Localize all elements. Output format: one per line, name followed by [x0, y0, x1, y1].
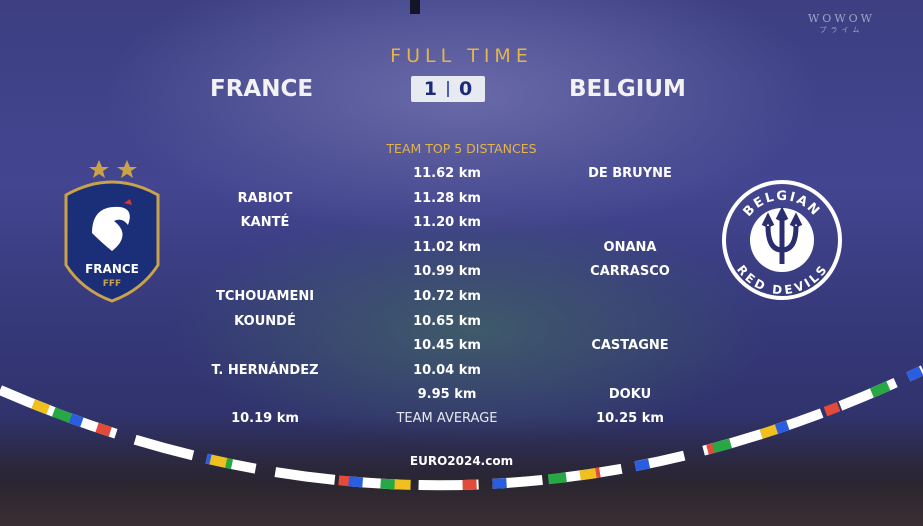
france-player: RABIOT — [237, 190, 293, 206]
home-score: 1 — [423, 78, 437, 100]
svg-text:FRANCE: FRANCE — [85, 262, 139, 276]
distance-value: 10.65 km — [413, 313, 481, 329]
distance-value: 11.62 km — [413, 166, 481, 181]
distance-value: 10.99 km — [413, 264, 481, 280]
belgium-player: CARRASCO — [590, 264, 670, 280]
distance-row: T. HERNÁNDEZ 10.04 km — [0, 363, 923, 383]
distance-row: 9.95 km DOKU — [0, 387, 923, 407]
belgium-player: CASTAGNE — [591, 338, 669, 354]
trident-icon — [761, 206, 803, 264]
distance-value: 11.02 km — [413, 239, 481, 255]
belgium-average: 10.25 km — [596, 411, 664, 426]
distance-row: KOUNDÉ 10.65 km — [0, 314, 923, 334]
distance-row: 11.62 km DE BRUYNE — [0, 166, 923, 186]
belgium-player: DE BRUYNE — [588, 166, 672, 181]
euro-ribbon — [0, 365, 923, 491]
france-player: T. HERNÁNDEZ — [211, 362, 319, 378]
distance-value: 10.45 km — [413, 338, 481, 354]
belgium-crest: BELGIAN RED DEVILS — [722, 180, 842, 300]
away-team-name: BELGIUM — [569, 76, 686, 102]
home-team-name: FRANCE — [210, 76, 314, 102]
scoreboard: 1 0 — [411, 76, 485, 102]
site-link[interactable]: EURO2024.com — [409, 454, 514, 468]
section-title: TEAM TOP 5 DISTANCES — [386, 141, 537, 156]
france-crest: FRANCE FFF — [64, 160, 160, 303]
distance-row: RABIOT 11.28 km — [0, 191, 923, 211]
star-icon — [117, 160, 137, 178]
belgium-player: ONANA — [603, 239, 657, 255]
distance-row: TCHOUAMENI 10.72 km — [0, 289, 923, 309]
away-score: 0 — [459, 78, 473, 100]
distance-value: 10.04 km — [413, 362, 481, 378]
france-player: TCHOUAMENI — [215, 289, 315, 304]
average-label: TEAM AVERAGE — [396, 411, 498, 426]
distance-row: 11.02 km ONANA — [0, 240, 923, 260]
distance-row: KANTÉ 11.20 km — [0, 215, 923, 235]
svg-text:FFF: FFF — [103, 279, 121, 289]
belgium-player: DOKU — [608, 387, 652, 403]
distance-value: 9.95 km — [417, 387, 477, 403]
team-average-row: 10.19 km TEAM AVERAGE 10.25 km — [0, 411, 923, 431]
distance-value: 10.72 km — [413, 289, 481, 304]
camera-mark — [410, 0, 420, 14]
rooster-icon — [92, 206, 130, 251]
distance-row: 10.99 km CARRASCO — [0, 264, 923, 284]
distance-value: 11.20 km — [413, 215, 481, 231]
score-divider — [447, 81, 449, 97]
distance-value: 11.28 km — [413, 190, 481, 206]
france-player: KOUNDÉ — [234, 313, 296, 329]
france-player: KANTÉ — [240, 215, 290, 231]
distance-row: 10.45 km CASTAGNE — [0, 338, 923, 358]
match-status: FULL TIME — [390, 45, 533, 67]
broadcaster-logo: WOWOW プライム — [808, 12, 875, 34]
france-average: 10.19 km — [231, 411, 299, 426]
star-icon — [89, 160, 109, 178]
